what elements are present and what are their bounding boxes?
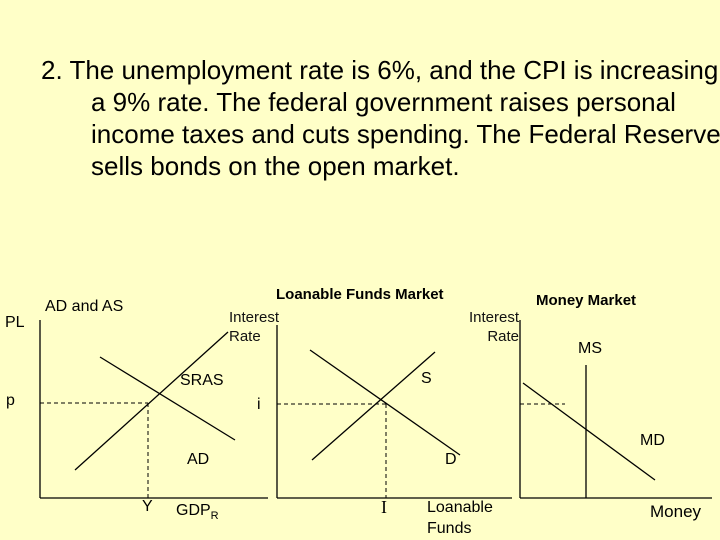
- lf-demand-curve: [309, 349, 461, 456]
- ad-as-y-axis-label: PL: [5, 314, 25, 331]
- mm-y-axis-label: Interest Rate: [469, 309, 520, 345]
- lf-rate-label: i: [257, 396, 261, 413]
- sras-curve: [74, 331, 229, 471]
- lf-quantity-label: I: [381, 497, 387, 517]
- price-level-label: p: [6, 392, 15, 409]
- ad-label: AD: [187, 451, 210, 468]
- lf-supply-label: S: [421, 370, 432, 387]
- lf-x-axis-label: Loanable Funds: [427, 499, 493, 537]
- lf-demand-label: D: [445, 451, 457, 468]
- money-supply-label: MS: [578, 340, 602, 357]
- money-demand-curve: [522, 382, 656, 481]
- money-demand-label: MD: [640, 432, 665, 449]
- sras-label: SRAS: [180, 372, 224, 389]
- mm-title: Money Market: [536, 292, 637, 309]
- ad-curve: [99, 356, 236, 441]
- lf-supply-curve: [311, 351, 436, 461]
- lf-title: Loanable Funds Market: [276, 286, 444, 303]
- gdp-axis-label: GDPR: [176, 502, 219, 523]
- question-text: 2. The unemployment rate is 6%, and the …: [41, 55, 720, 181]
- output-label: Y: [142, 498, 153, 515]
- money-axis-label: Money: [650, 502, 702, 521]
- ad-as-title: AD and AS: [45, 298, 124, 315]
- lf-y-axis-label: Interest Rate: [229, 309, 280, 345]
